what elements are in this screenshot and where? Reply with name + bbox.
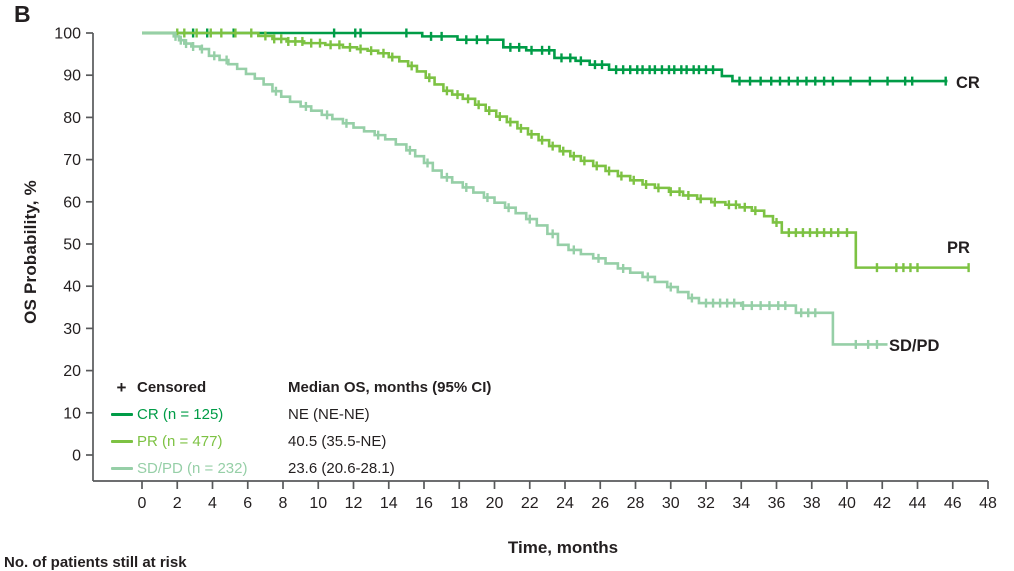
censored-label: Censored <box>137 379 207 396</box>
x-tick-label: 34 <box>732 495 750 512</box>
x-tick-label: 2 <box>173 495 182 512</box>
y-tick-label: 80 <box>63 110 81 127</box>
x-tick-label: 20 <box>486 495 504 512</box>
x-tick-label: 38 <box>803 495 821 512</box>
x-tick-label: 42 <box>873 495 891 512</box>
x-tick-label: 22 <box>521 495 539 512</box>
x-tick-label: 48 <box>979 495 997 512</box>
curve-end-label-cr: CR <box>956 74 980 92</box>
x-tick-label: 8 <box>279 495 288 512</box>
y-tick-label: 60 <box>63 194 81 211</box>
x-tick-label: 0 <box>138 495 147 512</box>
legend: + Censored Median OS, months (95% CI) CR… <box>106 374 491 482</box>
x-tick-label: 4 <box>208 495 217 512</box>
panel-label: B <box>14 1 31 27</box>
x-tick-label: 6 <box>243 495 252 512</box>
y-axis-title: OS Probability, % <box>21 180 40 324</box>
legend-row-pr: PR (n = 477) 40.5 (35.5-NE) <box>106 428 491 455</box>
cr-label: CR (n = 125) <box>137 406 224 423</box>
x-tick-label: 46 <box>944 495 962 512</box>
x-tick-label: 26 <box>591 495 609 512</box>
censored-plus-icon: + <box>116 378 127 397</box>
x-tick-label: 30 <box>662 495 680 512</box>
km-curve-pr <box>142 31 969 269</box>
curve-end-label-pr: PR <box>947 239 970 257</box>
sdpd-median-value: 23.6 (20.6-28.1) <box>288 460 395 477</box>
x-tick-label: 40 <box>838 495 856 512</box>
x-tick-label: 12 <box>345 495 363 512</box>
x-tick-label: 10 <box>309 495 327 512</box>
median-os-header: Median OS, months (95% CI) <box>288 379 492 396</box>
y-tick-label: 20 <box>63 363 81 380</box>
pr-label: PR (n = 477) <box>137 433 223 450</box>
y-tick-label: 40 <box>63 279 81 296</box>
x-axis-title: Time, months <box>507 538 619 557</box>
y-tick-label: 90 <box>63 68 81 85</box>
pr-swatch-wrap <box>106 440 137 443</box>
y-tick-label: 70 <box>63 152 81 169</box>
x-tick-label: 36 <box>768 495 786 512</box>
sdpd-label: SD/PD (n = 232) <box>137 460 248 477</box>
legend-header-row: + Censored Median OS, months (95% CI) <box>106 374 492 401</box>
km-curve-cr <box>142 31 948 83</box>
x-tick-label: 24 <box>556 495 574 512</box>
cr-median-value: NE (NE-NE) <box>288 406 370 423</box>
x-tick-label: 18 <box>450 495 468 512</box>
y-tick-label: 50 <box>63 237 81 254</box>
risk-table-caption-clipped: No. of patients still at risk <box>4 554 187 571</box>
y-tick-label: 10 <box>63 405 81 422</box>
y-tick-label: 0 <box>72 448 81 465</box>
x-tick-label: 28 <box>627 495 645 512</box>
legend-row-sdpd: SD/PD (n = 232) 23.6 (20.6-28.1) <box>106 455 491 482</box>
sdpd-line-swatch <box>110 467 133 470</box>
x-tick-label: 32 <box>697 495 715 512</box>
km-curve-sd-pd <box>142 31 888 346</box>
x-tick-label: 14 <box>380 495 398 512</box>
sdpd-swatch-wrap <box>106 467 137 470</box>
x-tick-label: 44 <box>909 495 927 512</box>
cr-line-swatch <box>110 413 133 416</box>
legend-row-cr: CR (n = 125) NE (NE-NE) <box>106 401 491 428</box>
curve-end-label-sd-pd: SD/PD <box>889 337 940 355</box>
y-tick-label: 30 <box>63 321 81 338</box>
cr-swatch-wrap <box>106 413 137 416</box>
pr-median-value: 40.5 (35.5-NE) <box>288 433 387 450</box>
x-tick-label: 16 <box>415 495 433 512</box>
y-tick-label: 100 <box>54 26 81 43</box>
pr-line-swatch <box>110 440 133 443</box>
